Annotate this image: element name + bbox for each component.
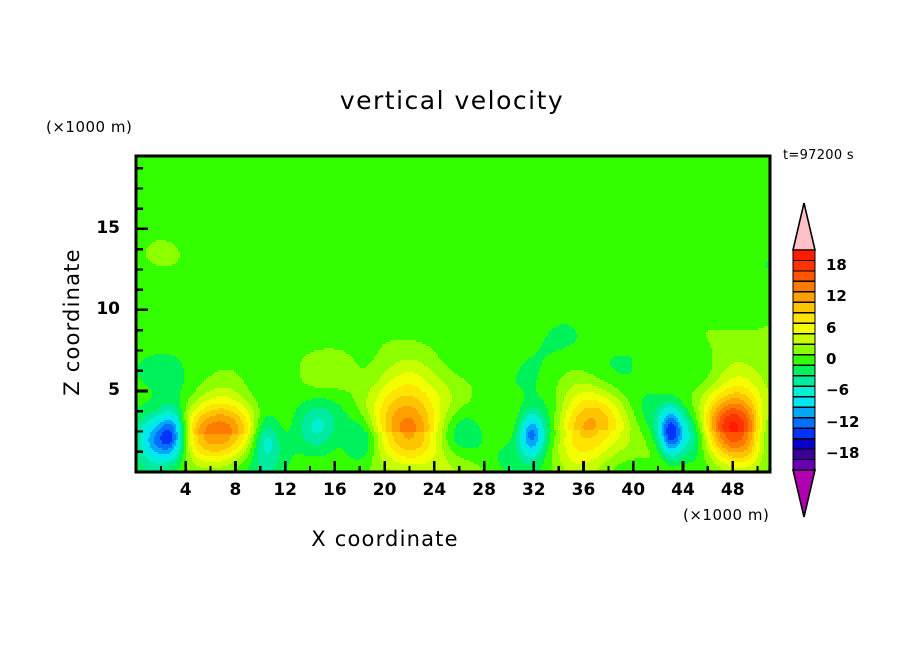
colorbar-tick-label: −6 <box>826 381 850 400</box>
x-tick-label: 4 <box>179 480 192 500</box>
page-title: vertical velocity <box>339 86 565 115</box>
colorbar-tick-label: 18 <box>826 255 847 274</box>
x-tick-label: 16 <box>323 480 347 500</box>
x-tick-label: 44 <box>671 480 695 500</box>
timestamp-annotation: t=97200 s <box>783 148 854 163</box>
x-tick-label: 20 <box>372 480 397 500</box>
colorbar-tick-label: −18 <box>826 444 860 463</box>
colorbar-tick-label: 6 <box>826 318 837 337</box>
y-tick-label: 10 <box>96 298 120 319</box>
x-tick-label: 48 <box>720 480 745 500</box>
y-tick-label: 5 <box>108 379 120 400</box>
x-tick-label: 36 <box>571 480 596 500</box>
colorbar-tick-label: 12 <box>826 287 847 306</box>
x-tick-label: 24 <box>422 480 447 500</box>
colorbar-tick-label: 0 <box>826 350 837 368</box>
y-axis-unit-label: (×1000 m) <box>46 118 133 136</box>
colorbar-tick-label: −12 <box>826 412 860 431</box>
x-tick-label: 32 <box>521 480 546 500</box>
x-tick-label: 8 <box>229 480 242 500</box>
x-axis-unit-label: (×1000 m) <box>683 506 770 524</box>
x-axis-title: X coordinate <box>311 527 459 551</box>
x-tick-label: 40 <box>621 480 646 500</box>
x-tick-label: 12 <box>273 480 297 500</box>
y-tick-label: 15 <box>96 217 120 238</box>
x-tick-label: 28 <box>472 480 496 500</box>
